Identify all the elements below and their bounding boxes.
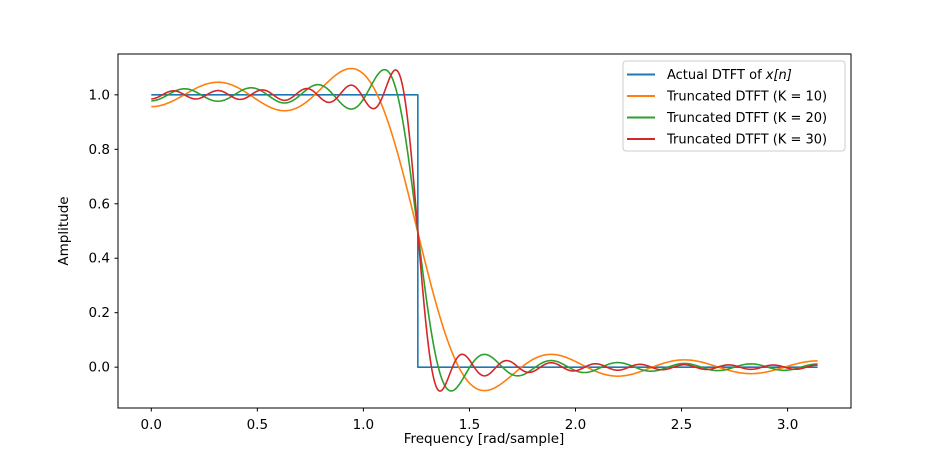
data-curves <box>151 67 818 392</box>
x-tick-label: 1.0 <box>353 417 374 433</box>
legend-box <box>622 60 846 152</box>
legend-label-math: x[n] <box>765 68 792 83</box>
series-truncated-k30 <box>151 69 818 392</box>
x-axis-label: Frequency [rad/sample] <box>404 431 565 447</box>
x-tick-label: 0.5 <box>247 417 268 433</box>
y-tick-label: 0.8 <box>89 142 110 158</box>
legend-label-truncated-k30: Truncated DTFT (K = 30) <box>666 133 827 148</box>
legend-item-truncated-k30: Truncated DTFT (K = 30) <box>627 133 827 148</box>
x-tick-label: 0.0 <box>141 417 162 433</box>
x-tick-label: 3.0 <box>777 417 798 433</box>
legend-label-prefix: Actual DTFT of <box>667 68 766 83</box>
y-tick-label: 0.2 <box>89 305 110 321</box>
y-tick-label: 1.0 <box>89 87 110 103</box>
y-tick-label: 0.0 <box>89 360 110 376</box>
legend-item-truncated-k10: Truncated DTFT (K = 10) <box>627 90 827 105</box>
x-axis-ticks: 0.0 0.5 1.0 1.5 2.0 2.5 3.0 <box>141 408 798 433</box>
legend-label-actual-dtft: Actual DTFT of x[n] <box>667 68 792 83</box>
y-axis-label: Amplitude <box>56 196 72 265</box>
series-truncated-k10 <box>151 67 818 392</box>
legend-item-actual-dtft: Actual DTFT of x[n] <box>627 68 792 83</box>
legend-item-truncated-k20: Truncated DTFT (K = 20) <box>627 111 827 126</box>
y-tick-label: 0.4 <box>89 251 110 267</box>
y-tick-label: 0.6 <box>89 196 110 212</box>
x-tick-label: 2.5 <box>671 417 692 433</box>
x-tick-label: 2.0 <box>565 417 586 433</box>
legend: Actual DTFT of x[n] Truncated DTFT (K = … <box>622 60 846 152</box>
legend-label-truncated-k10: Truncated DTFT (K = 10) <box>666 90 827 105</box>
x-tick-label: 1.5 <box>459 417 480 433</box>
legend-label-truncated-k20: Truncated DTFT (K = 20) <box>666 111 827 126</box>
y-axis-ticks: 0.0 0.2 0.4 0.6 0.8 1.0 <box>89 87 118 376</box>
